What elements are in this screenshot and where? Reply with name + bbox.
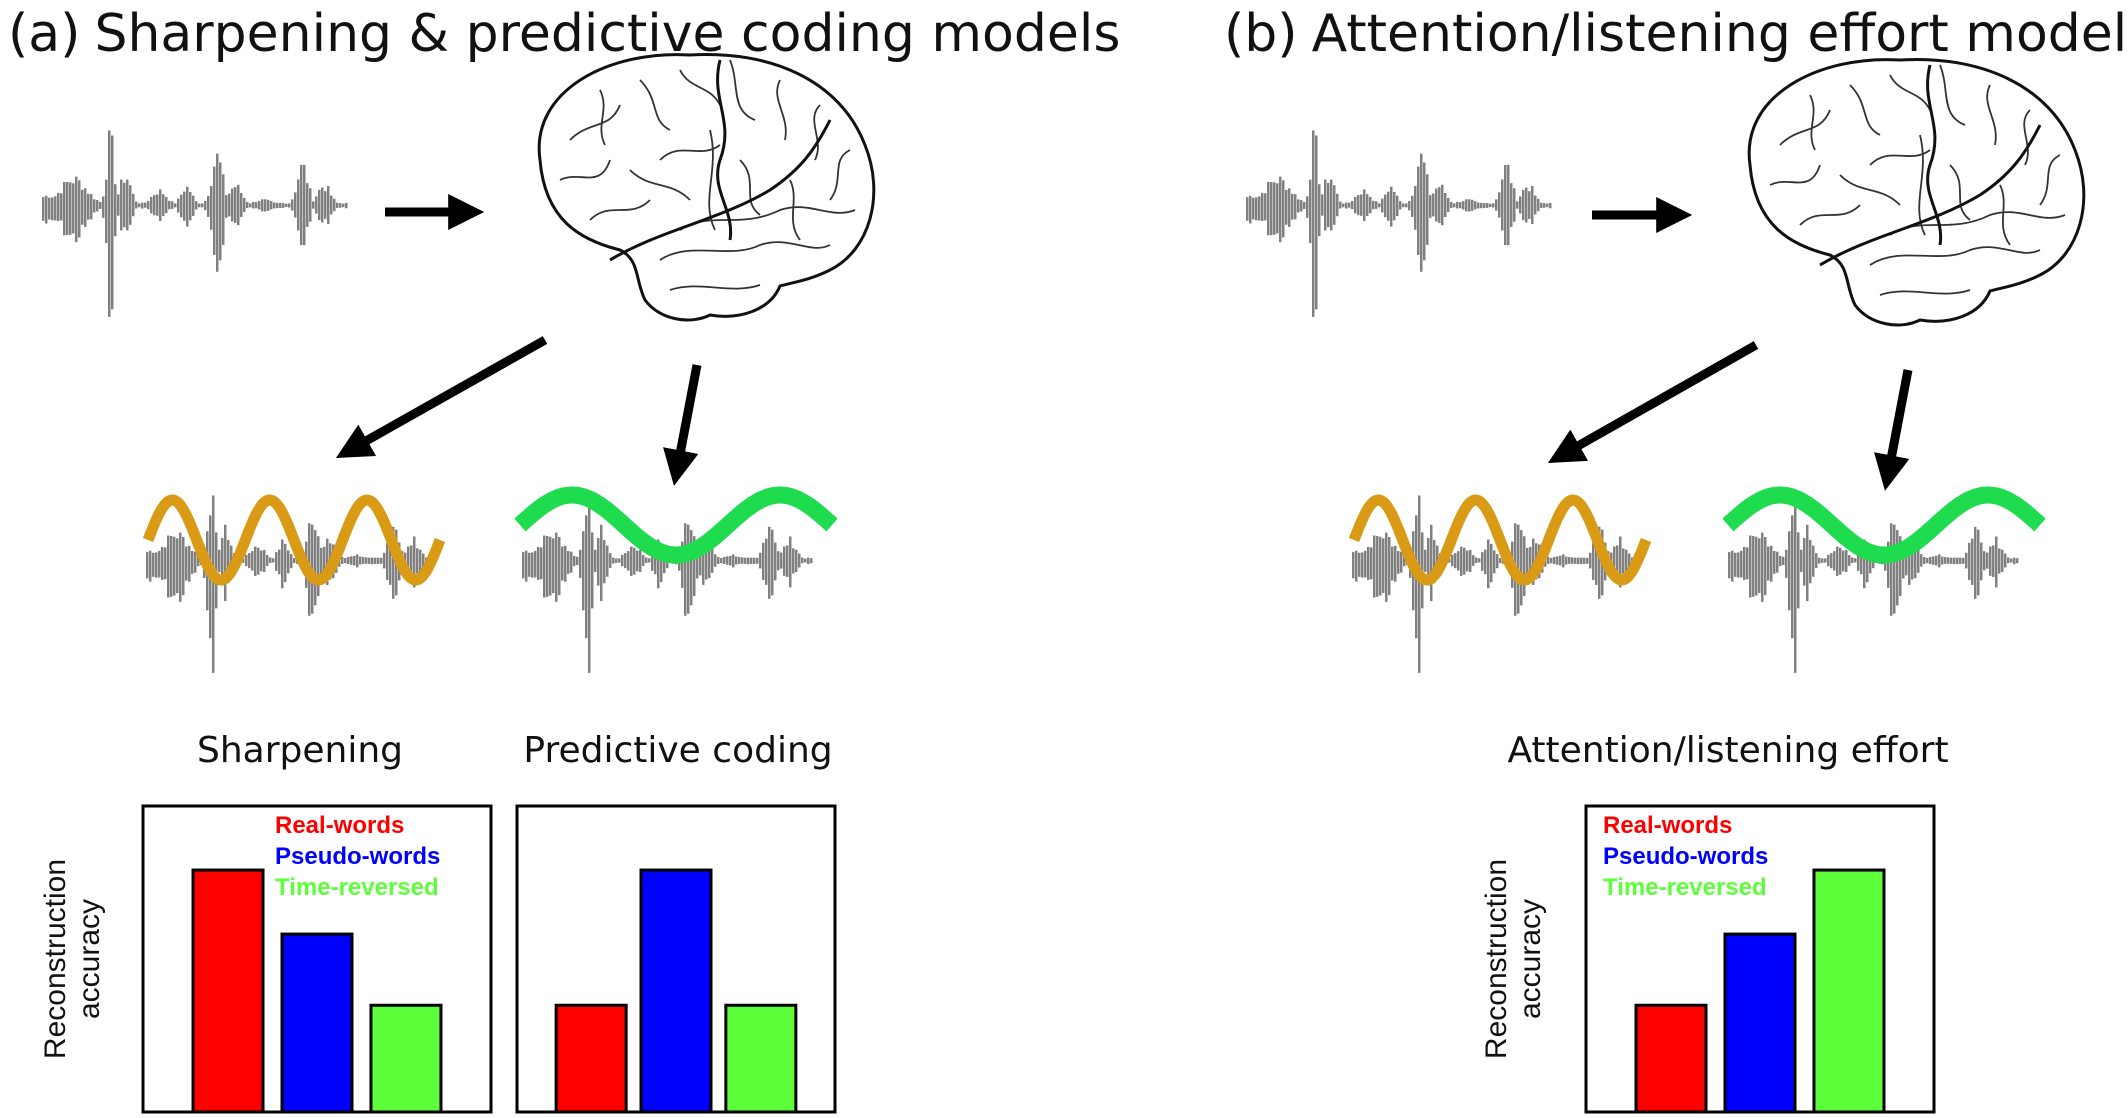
bar-real-words <box>191 868 265 1114</box>
brain-icon <box>537 52 876 322</box>
speech-waveform-icon <box>1728 495 2019 673</box>
y-axis-label: Reconstruction accuracy <box>39 858 106 1060</box>
fast-oscillation-icon <box>1348 494 1652 586</box>
bar-pseudo-words <box>1723 932 1797 1114</box>
speech-waveform-icon <box>1246 130 1552 317</box>
bar-pseudo-words <box>280 932 354 1114</box>
speech-waveform-icon <box>42 130 348 317</box>
bar-real-words <box>554 1003 628 1114</box>
sharpening-label: Sharpening <box>196 730 404 771</box>
bar-pseudo-words <box>639 868 713 1114</box>
predictive-coding-label: Predictive coding <box>523 730 833 771</box>
slow-oscillation-icon <box>514 486 838 564</box>
fast-oscillation-icon <box>142 494 446 586</box>
bar-time-reversed <box>369 1003 443 1114</box>
arrow-icon <box>1547 341 1759 463</box>
legend-item: Real-words <box>1603 812 1733 839</box>
arrow-icon <box>663 364 702 486</box>
legend-item: Time-reversed <box>1603 874 1767 901</box>
attention-label: Attention/listening effort <box>1507 730 1949 771</box>
bar-real-words <box>1634 1003 1708 1114</box>
bar-time-reversed <box>1812 868 1886 1114</box>
bar-chart-2 <box>515 804 837 1114</box>
panel-b-tag: (b) <box>1224 4 1298 64</box>
arrow-icon <box>335 336 548 458</box>
bar-chart-3 <box>1584 804 1936 1114</box>
panel-b-title-text: Attention/listening effort model <box>1311 4 2128 64</box>
bar-chart-1 <box>141 804 493 1114</box>
arrow-icon <box>1874 369 1913 491</box>
panel-b-title: (b) Attention/listening effort model <box>1224 4 2127 64</box>
panel-a-title: (a) Sharpening & predictive coding models <box>8 4 1120 64</box>
bar-time-reversed <box>724 1003 798 1114</box>
legend-item: Time-reversed <box>275 874 439 901</box>
speech-waveform-icon <box>522 495 813 673</box>
legend-item: Pseudo-words <box>1603 843 1769 870</box>
panel-a-title-text: Sharpening & predictive coding models <box>94 4 1121 64</box>
legend-item: Real-words <box>275 812 405 839</box>
slow-oscillation-icon <box>1722 486 2046 564</box>
y-axis-label: Reconstruction accuracy <box>1480 858 1547 1060</box>
brain-icon <box>1747 57 2086 327</box>
panel-a-tag: (a) <box>8 4 81 64</box>
legend-item: Pseudo-words <box>275 843 441 870</box>
